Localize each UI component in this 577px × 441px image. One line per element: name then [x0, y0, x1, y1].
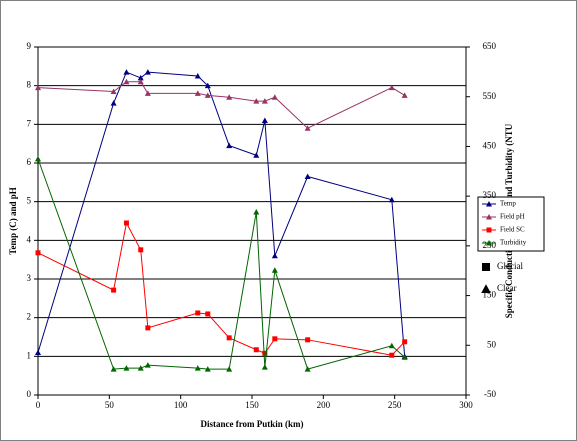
series-line	[37, 71, 406, 357]
legend-label: Field pH	[500, 213, 525, 221]
marker	[388, 342, 395, 349]
y2-tick-label: 350	[483, 190, 497, 200]
x-tick-label: 150	[245, 400, 259, 410]
marker	[486, 227, 492, 233]
marker	[401, 354, 408, 360]
marker	[389, 352, 395, 358]
marker	[481, 263, 490, 271]
marker	[271, 94, 278, 100]
marker	[486, 201, 492, 207]
marker	[145, 325, 151, 331]
marker	[253, 347, 259, 353]
marker	[110, 88, 117, 94]
marker	[226, 335, 232, 341]
marker	[35, 84, 41, 91]
marker	[194, 90, 201, 96]
marker	[261, 98, 268, 104]
y-tick-label: 6	[27, 157, 32, 167]
marker	[304, 366, 311, 372]
marker	[226, 94, 233, 100]
marker-legend-label: Glacial	[497, 261, 523, 271]
marker	[388, 84, 395, 91]
y-tick-label: 3	[27, 273, 32, 283]
marker	[138, 247, 144, 253]
marker	[305, 337, 311, 343]
series-line	[37, 81, 405, 129]
x-tick-label: 250	[388, 400, 402, 410]
y2-tick-label: 550	[483, 91, 497, 101]
marker	[123, 69, 130, 75]
marker	[144, 69, 151, 75]
x-tick-label: 300	[459, 400, 473, 410]
marker	[253, 209, 260, 215]
legend-label: Turbidity	[500, 239, 527, 247]
marker	[481, 284, 491, 293]
marker	[144, 362, 151, 368]
series-line	[37, 221, 406, 356]
marker	[304, 125, 311, 131]
marker	[401, 92, 408, 98]
marker	[137, 365, 144, 371]
marker	[194, 365, 201, 371]
marker	[35, 349, 41, 355]
y2-tick-label: 150	[483, 290, 497, 300]
marker	[194, 73, 201, 79]
marker-legend-label: Clear	[497, 283, 517, 293]
x-tick-label: 100	[174, 400, 188, 410]
marker	[402, 339, 408, 345]
marker	[204, 366, 211, 372]
marker	[35, 250, 41, 256]
marker	[137, 78, 144, 85]
series-line	[37, 158, 405, 370]
y2-tick-label: -50	[484, 389, 496, 399]
marker	[111, 287, 117, 293]
marker	[388, 196, 395, 203]
marker	[271, 267, 278, 273]
marker	[123, 365, 130, 371]
marker	[486, 214, 492, 220]
x-tick-label: 200	[317, 400, 331, 410]
marker	[123, 220, 129, 226]
legend-label: Temp	[500, 200, 516, 208]
marker	[304, 173, 311, 180]
marker	[226, 366, 233, 372]
y2-tick-label: 50	[487, 339, 497, 349]
marker	[262, 350, 268, 356]
marker	[195, 310, 201, 316]
y2-tick-label: 450	[483, 140, 497, 150]
x-tick-label: 0	[36, 400, 41, 410]
marker	[123, 78, 130, 85]
x-tick-label: 50	[105, 400, 115, 410]
marker	[261, 117, 268, 123]
marker	[253, 98, 260, 104]
y-tick-label: 5	[27, 196, 32, 206]
marker	[137, 74, 144, 81]
y-axis-title: Temp (C) and pH	[8, 187, 18, 254]
marker	[261, 364, 268, 370]
marker	[35, 155, 41, 162]
x-axis-title: Distance from Putkin (km)	[200, 419, 303, 429]
marker	[204, 92, 211, 98]
y-tick-label: 8	[27, 80, 32, 90]
y-tick-label: 4	[27, 234, 32, 244]
marker	[110, 100, 117, 106]
y-tick-label: 9	[27, 41, 32, 51]
y-tick-label: 0	[27, 389, 32, 399]
marker	[226, 142, 233, 149]
y-tick-label: 1	[27, 350, 32, 360]
marker	[110, 366, 117, 372]
y-tick-label: 2	[27, 312, 32, 322]
y2-tick-label: 650	[483, 41, 497, 51]
marker	[253, 152, 260, 158]
marker	[271, 252, 278, 259]
marker	[205, 311, 211, 317]
y-tick-label: 7	[27, 118, 32, 128]
marker	[486, 240, 492, 246]
marker	[144, 90, 151, 96]
legend-label: Field SC	[500, 226, 525, 234]
marker	[272, 336, 278, 342]
marker	[204, 82, 211, 89]
